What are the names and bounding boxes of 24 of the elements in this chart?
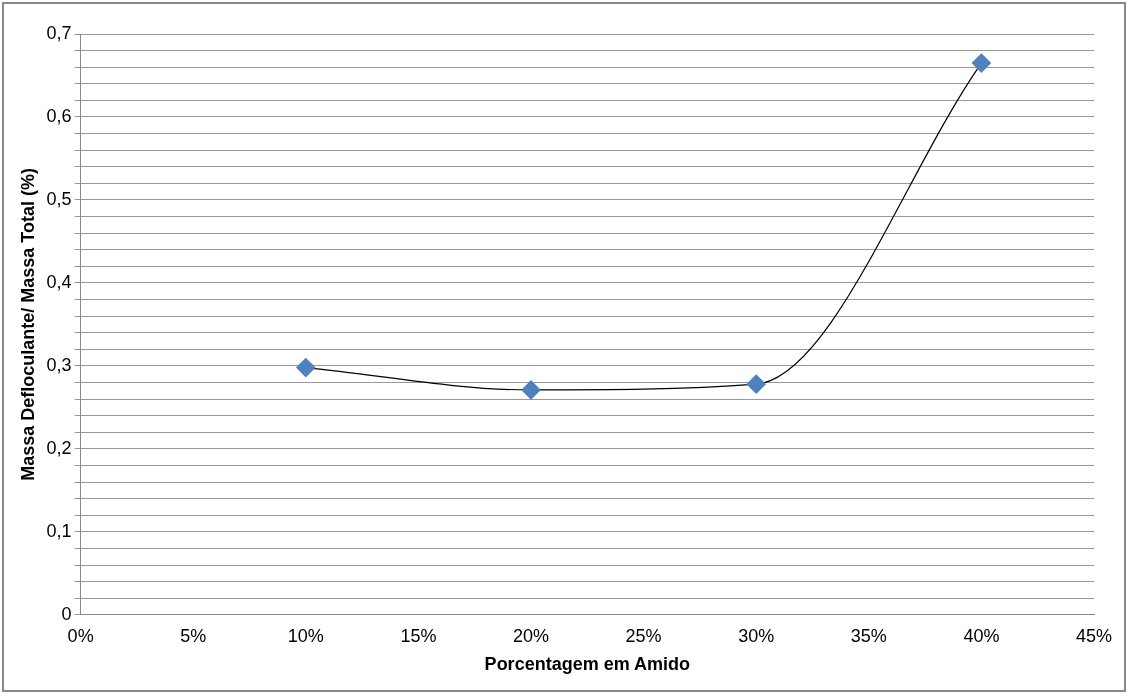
x-tick-label: 15% [400,625,437,646]
y-tick-label: 0,1 [46,520,72,541]
x-tick-label: 5% [180,625,207,646]
point [971,53,991,73]
y-tick-label: 0,6 [46,105,72,126]
x-tick-label: 10% [287,625,324,646]
x-tick-label: 45% [1075,625,1113,646]
x-tick-label: 20% [513,625,550,646]
point [521,380,541,400]
x-tick-label: 30% [738,625,775,646]
y-axis-title: Massa Defloculante/ Massa Total (%) [17,168,38,481]
y-tick-label: 0,5 [46,188,72,209]
point [746,374,766,394]
y-tick-label: 0,2 [46,437,72,458]
point [296,357,316,378]
y-tick-label: 0,3 [46,354,72,375]
y-tick-label: 0,4 [46,271,72,292]
y-tick-label: 0,7 [46,22,72,43]
x-tick-label: 40% [963,625,1000,646]
x-tick-label: 25% [625,625,662,646]
x-tick-label: 0% [67,625,94,646]
x-tick-label: 35% [850,625,887,646]
x-axis-title: Porcentagem em Amido [484,654,691,675]
y-tick-label: 0 [61,603,72,624]
